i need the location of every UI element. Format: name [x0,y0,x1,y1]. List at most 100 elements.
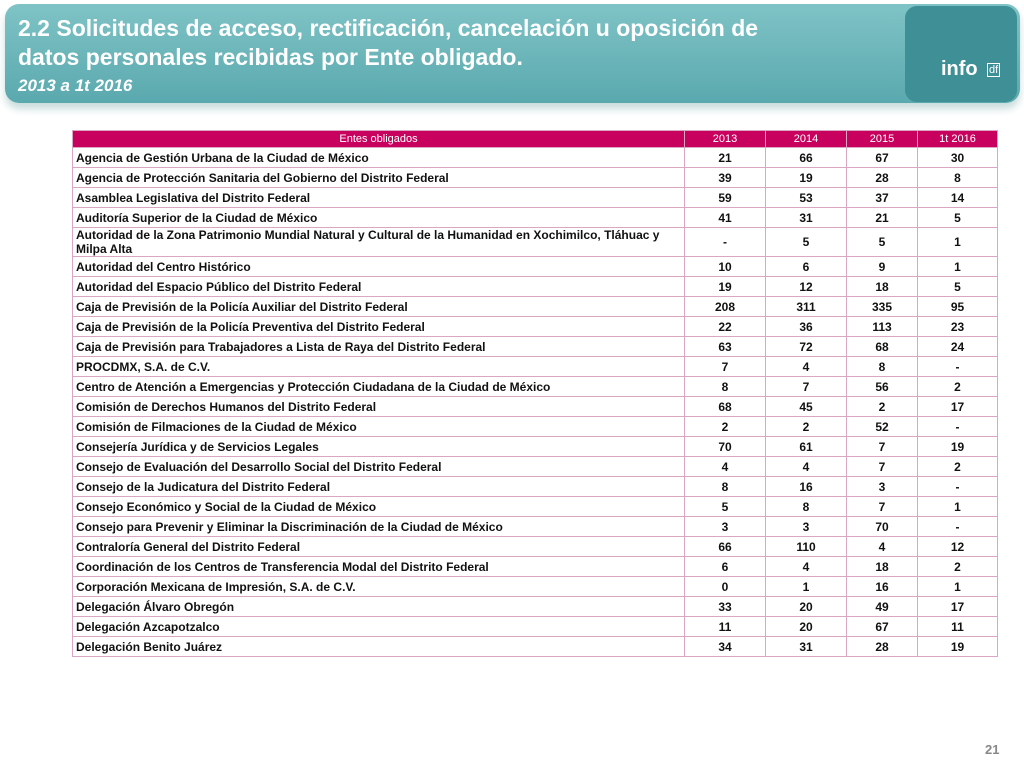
value-cell: 18 [846,556,918,577]
value-cell: 2 [917,556,998,577]
value-cell: 37 [846,187,918,208]
entity-cell: Caja de Previsión de la Policía Preventi… [72,316,685,337]
entity-cell: Comisión de Derechos Humanos del Distrit… [72,396,685,417]
value-cell: - [917,416,998,437]
value-cell: 66 [684,536,766,557]
value-cell: 8 [917,167,998,188]
entity-cell: Delegación Benito Juárez [72,636,685,657]
table-row: Auditoría Superior de la Ciudad de Méxic… [72,207,998,228]
value-cell: 28 [846,167,918,188]
value-cell: 3 [846,476,918,497]
header-bar [5,4,1020,103]
value-cell: 68 [846,336,918,357]
value-cell: 6 [765,256,847,277]
value-cell: 8 [846,356,918,377]
value-cell: 5 [765,227,847,257]
table-row: Consejo de la Judicatura del Distrito Fe… [72,476,998,497]
value-cell: 110 [765,536,847,557]
value-cell: 11 [917,616,998,637]
value-cell: 9 [846,256,918,277]
value-cell: - [917,516,998,537]
entity-cell: Delegación Azcapotzalco [72,616,685,637]
entity-cell: Caja de Previsión para Trabajadores a Li… [72,336,685,357]
column-header: 1t 2016 [917,130,998,148]
value-cell: 7 [846,436,918,457]
value-cell: 21 [846,207,918,228]
table-row: Comisión de Derechos Humanos del Distrit… [72,396,998,417]
value-cell: 5 [917,276,998,297]
value-cell: 4 [765,356,847,377]
value-cell: 17 [917,596,998,617]
value-cell: 5 [917,207,998,228]
page-number: 21 [985,742,1000,757]
value-cell: 7 [684,356,766,377]
value-cell: 8 [684,376,766,397]
entity-cell: Autoridad del Centro Histórico [72,256,685,277]
value-cell: - [917,356,998,377]
entity-cell: Consejo de Evaluación del Desarrollo Soc… [72,456,685,477]
table-row: Autoridad del Espacio Público del Distri… [72,276,998,297]
table-row: Consejo Económico y Social de la Ciudad … [72,496,998,517]
value-cell: 7 [846,496,918,517]
table-row: Autoridad de la Zona Patrimonio Mundial … [72,227,998,257]
value-cell: 66 [765,147,847,168]
table-row: Delegación Benito Juárez 34 31 28 19 [72,636,998,657]
value-cell: 7 [765,376,847,397]
value-cell: 24 [917,336,998,357]
table-row: Agencia de Protección Sanitaria del Gobi… [72,167,998,188]
value-cell: 36 [765,316,847,337]
header-row: Entes obligados 2013 2014 2015 1t 2016 [72,130,998,148]
logo-suffix: df [987,63,1001,77]
value-cell: 8 [765,496,847,517]
value-cell: 67 [846,616,918,637]
value-cell: 1 [917,227,998,257]
table-row: Contraloría General del Distrito Federal… [72,536,998,557]
value-cell: 23 [917,316,998,337]
value-cell: 4 [846,536,918,557]
value-cell: 4 [765,556,847,577]
entity-cell: Consejo para Prevenir y Eliminar la Disc… [72,516,685,537]
table-row: Caja de Previsión de la Policía Preventi… [72,316,998,337]
value-cell: 53 [765,187,847,208]
value-cell: 20 [765,596,847,617]
value-cell: 70 [684,436,766,457]
entity-cell: Autoridad de la Zona Patrimonio Mundial … [72,227,685,257]
value-cell: 22 [684,316,766,337]
entity-cell: Agencia de Gestión Urbana de la Ciudad d… [72,147,685,168]
table-row: Corporación Mexicana de Impresión, S.A. … [72,576,998,597]
table-row: Asamblea Legislativa del Distrito Federa… [72,187,998,208]
value-cell: 311 [765,296,847,317]
value-cell: 28 [846,636,918,657]
entity-cell: Caja de Previsión de la Policía Auxiliar… [72,296,685,317]
value-cell: 4 [765,456,847,477]
entity-cell: Comisión de Filmaciones de la Ciudad de … [72,416,685,437]
entity-cell: Consejo de la Judicatura del Distrito Fe… [72,476,685,497]
logo: info df [905,6,1017,102]
value-cell: 3 [765,516,847,537]
value-cell: - [684,227,766,257]
value-cell: 14 [917,187,998,208]
table-row: Autoridad del Centro Histórico 10 6 9 1 [72,256,998,277]
value-cell: 61 [765,436,847,457]
value-cell: 335 [846,296,918,317]
entity-cell: Agencia de Protección Sanitaria del Gobi… [72,167,685,188]
value-cell: 21 [684,147,766,168]
data-table: Entes obligados 2013 2014 2015 1t 2016 Agenci… [72,130,998,657]
value-cell: 41 [684,207,766,228]
value-cell: 34 [684,636,766,657]
table-row: Consejo de Evaluación del Desarrollo Soc… [72,456,998,477]
entity-cell: Corporación Mexicana de Impresión, S.A. … [72,576,685,597]
title: 2.2 Solicitudes de acceso, rectificación… [18,15,759,70]
entity-cell: PROCDMX, S.A. de C.V. [72,356,685,377]
entity-cell: Coordinación de los Centros de Transfere… [72,556,685,577]
column-header: 2013 [684,130,766,148]
value-cell: 2 [684,416,766,437]
column-header: 2014 [765,130,847,148]
value-cell: 70 [846,516,918,537]
value-cell: 19 [917,436,998,457]
value-cell: 12 [765,276,847,297]
value-cell: 31 [765,636,847,657]
table-row: Consejo para Prevenir y Eliminar la Disc… [72,516,998,537]
table-row: Consejería Jurídica y de Servicios Legal… [72,436,998,457]
value-cell: - [917,476,998,497]
